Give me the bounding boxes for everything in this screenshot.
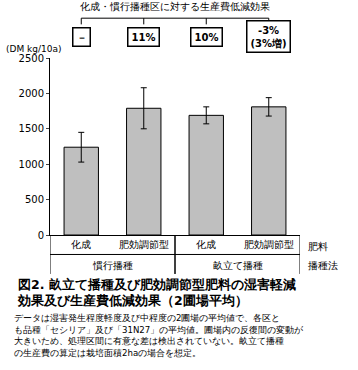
svg-text:畝立て播種: 畝立て播種 <box>213 260 263 271</box>
svg-text:慣行播種: 慣行播種 <box>92 260 133 271</box>
svg-text:－: － <box>77 32 87 43</box>
svg-text:0: 0 <box>38 230 44 241</box>
svg-text:化成: 化成 <box>196 239 216 250</box>
svg-text:-3%(3%増): -3%(3%増) <box>251 25 287 49</box>
svg-text:肥効調節型: 肥効調節型 <box>244 239 294 250</box>
svg-text:化成: 化成 <box>71 239 91 250</box>
html-text:データは湿害発生程度軽度及び中程度の2圃場の平均値で、各区と: データは湿害発生程度軽度及び中程度の2圃場の平均値で、各区と も品種「セシリア」… <box>14 313 304 358</box>
html-text:図2. 畝立て播種及び肥効調節型肥料の湿害軽減 効果及び生産: 図2. 畝立て播種及び肥効調節型肥料の湿害軽減 効果及び生産費低減効果（2圃場平… <box>18 277 296 308</box>
svg-text:10%: 10% <box>195 32 219 43</box>
svg-text:化成・慣行播種区に対する生産費低減効果: 化成・慣行播種区に対する生産費低減効果 <box>80 1 270 12</box>
svg-text:(DM kg/10a): (DM kg/10a) <box>6 44 62 54</box>
svg-text:播種法: 播種法 <box>308 260 338 271</box>
svg-text:11%: 11% <box>132 32 156 43</box>
svg-text:肥効調節型: 肥効調節型 <box>119 239 169 250</box>
svg-text:1500: 1500 <box>19 123 44 134</box>
svg-text:1000: 1000 <box>19 159 44 170</box>
svg-text:2000: 2000 <box>19 88 44 99</box>
svg-text:2500: 2500 <box>19 53 44 64</box>
svg-text:500: 500 <box>25 194 44 205</box>
svg-text:肥料: 肥料 <box>308 241 328 252</box>
